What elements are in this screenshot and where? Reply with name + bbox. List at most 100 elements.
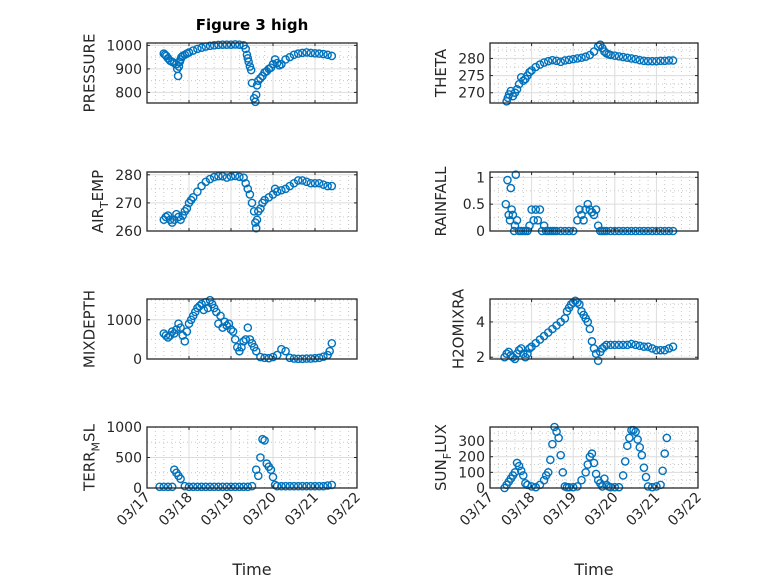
data-point	[323, 481, 332, 490]
data-point	[163, 211, 173, 220]
data-point	[652, 56, 661, 66]
data-point	[546, 455, 555, 465]
y-tick-label: 1000	[106, 38, 142, 54]
data-point	[241, 335, 250, 344]
data-point	[260, 436, 269, 445]
data-point	[247, 481, 257, 491]
data-point	[643, 56, 653, 66]
data-point	[589, 344, 599, 353]
data-point	[235, 482, 244, 492]
data-point	[518, 471, 528, 480]
data-point	[614, 52, 624, 61]
data-point	[539, 221, 549, 230]
data-point	[176, 215, 185, 225]
data-point	[226, 482, 236, 492]
data-point	[618, 471, 628, 480]
data-point	[285, 353, 295, 363]
data-points	[159, 295, 337, 364]
data-point	[323, 50, 332, 60]
data-point	[548, 439, 557, 449]
data-point	[159, 482, 169, 492]
data-point	[306, 48, 316, 58]
data-point	[647, 482, 657, 492]
data-point	[214, 482, 223, 492]
data-point	[543, 56, 553, 66]
data-point	[176, 323, 185, 332]
data-point	[256, 204, 265, 213]
data-point	[508, 210, 518, 220]
data-point	[241, 44, 250, 54]
axes-box	[146, 171, 358, 232]
data-point	[593, 356, 603, 366]
data-point	[552, 56, 561, 66]
y-tick-label: 270	[115, 196, 142, 212]
data-point	[662, 433, 672, 443]
y-axis-label: MIXDEPTH	[81, 290, 99, 368]
data-point	[664, 56, 674, 65]
y-tick-label: 0	[133, 481, 142, 497]
data-point	[256, 352, 265, 362]
minor-grid	[147, 43, 357, 103]
data-point	[239, 173, 248, 182]
data-point	[268, 472, 278, 482]
data-point	[622, 340, 632, 350]
data-point	[302, 481, 311, 491]
data-point	[625, 433, 634, 443]
data-point	[298, 48, 307, 58]
data-point	[272, 58, 282, 68]
data-points	[500, 296, 678, 366]
data-point	[620, 457, 630, 466]
y-tick-label: 270	[458, 86, 485, 102]
data-point	[277, 185, 286, 195]
y-axis-label: RAINFALL	[432, 166, 450, 237]
x-tick-label: 03/22	[324, 490, 364, 530]
data-point	[277, 344, 286, 354]
data-points	[159, 171, 337, 233]
data-point	[226, 40, 236, 49]
data-point	[518, 76, 528, 86]
y-axis-label: SUNFLUX	[432, 424, 454, 491]
data-point	[531, 482, 541, 492]
data-point	[618, 52, 628, 62]
data-point	[581, 52, 590, 62]
data-point	[214, 40, 223, 50]
axes-box	[489, 42, 699, 104]
data-point	[184, 48, 194, 57]
data-point	[602, 340, 611, 350]
data-point	[575, 205, 584, 214]
data-point	[173, 71, 183, 81]
data-point	[302, 177, 311, 187]
y-tick-label: 4	[476, 315, 485, 331]
plot-area	[147, 299, 357, 359]
data-point	[310, 178, 320, 188]
data-point	[216, 311, 225, 321]
data-point	[581, 468, 590, 477]
y-tick-label: 900	[115, 62, 142, 78]
data-point	[235, 172, 244, 182]
data-point	[502, 349, 511, 359]
data-point	[668, 342, 678, 351]
data-point	[176, 474, 185, 484]
axes-box	[146, 298, 358, 360]
axes-box	[489, 298, 699, 360]
data-point	[289, 50, 299, 60]
data-point	[277, 481, 286, 491]
data-point	[668, 56, 678, 65]
data-point	[527, 482, 536, 491]
data-point	[182, 327, 192, 336]
axes-box	[489, 171, 699, 232]
data-point	[306, 178, 316, 188]
data-point	[573, 215, 582, 225]
data-point	[264, 353, 274, 363]
y-tick-label: 500	[115, 451, 142, 467]
data-point	[319, 481, 328, 491]
data-point	[251, 90, 261, 100]
data-point	[155, 482, 164, 492]
data-point	[289, 481, 299, 491]
data-point	[314, 481, 324, 491]
data-point	[178, 211, 187, 220]
figure-title: Figure 3 high	[196, 16, 309, 34]
data-point	[323, 181, 332, 191]
